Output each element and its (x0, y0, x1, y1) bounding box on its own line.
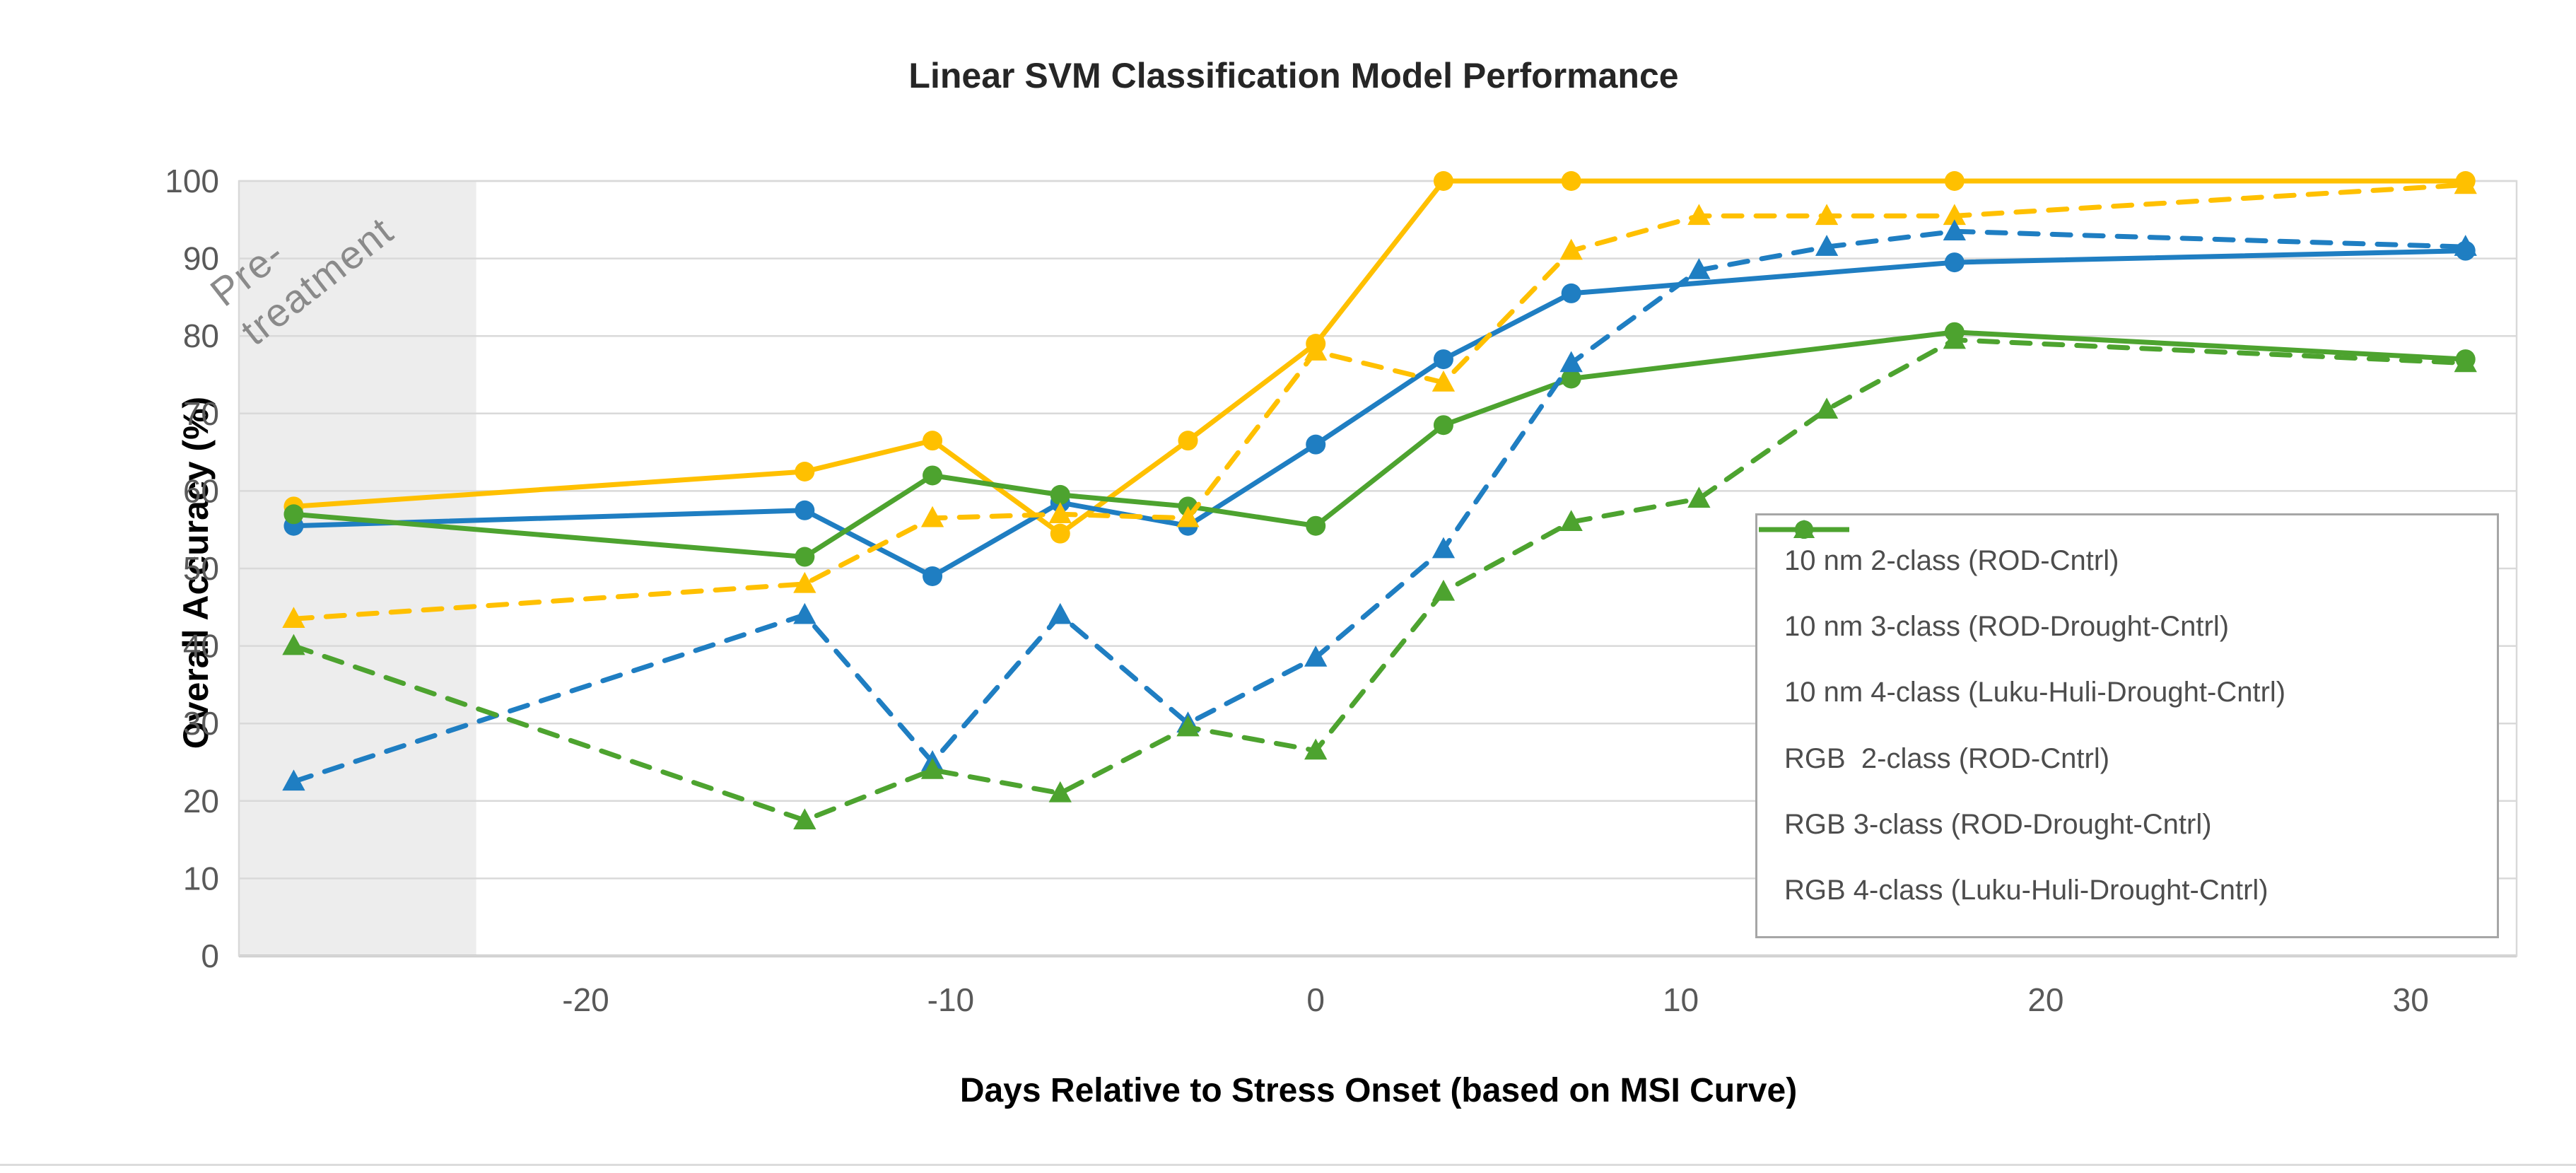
legend-item-6: RGB 4-class (Luku-Huli-Drought-Cntrl) (1760, 520, 2497, 906)
legend-label: 10 nm 4-class (Luku-Huli-Drought-Cntrl) (1784, 677, 2286, 708)
data-point-marker (1815, 204, 1839, 226)
legend-dash-triangle-swatch (1760, 520, 1848, 538)
x-axis-title: Days Relative to Stress Onset (based on … (959, 1072, 1798, 1109)
data-point-marker (1687, 258, 1711, 279)
y-tick-label: 0 (201, 938, 219, 974)
data-point-marker (1176, 506, 1200, 527)
legend: 10 nm 2-class (ROD-Cntrl) 10 nm 3-class (… (1755, 513, 2499, 938)
data-point-marker (1432, 579, 1456, 601)
y-tick-label: 80 (183, 317, 219, 354)
y-tick-label: 70 (183, 395, 219, 432)
data-point-marker (1687, 486, 1711, 508)
data-point-marker (1304, 646, 1328, 667)
data-point-marker (793, 808, 816, 829)
data-point-marker (1815, 397, 1839, 419)
data-point-marker (1048, 781, 1072, 803)
data-point-marker (923, 431, 943, 451)
data-point-marker (1943, 327, 1966, 349)
legend-label: RGB 2-class (ROD-Cntrl) (1784, 742, 2110, 774)
series-line-1 (291, 178, 2469, 537)
data-point-marker (1561, 283, 1581, 303)
data-point-marker (1943, 219, 1966, 240)
data-point-marker (1176, 715, 1200, 737)
y-tick-label: 40 (183, 628, 219, 665)
data-point-marker (1048, 602, 1072, 624)
data-point-marker (1433, 171, 1453, 191)
series-line-2 (291, 248, 2469, 579)
legend-label: RGB 4-class (Luku-Huli-Drought-Cntrl) (1784, 874, 2268, 906)
data-point-marker (793, 571, 816, 593)
data-point-marker (1306, 434, 1326, 455)
data-point-marker (1433, 349, 1453, 370)
series-line-3 (291, 329, 2469, 560)
y-tick-label: 50 (183, 550, 219, 587)
data-point-marker (1943, 204, 1966, 226)
data-point-marker (1433, 415, 1453, 436)
chart-title: Linear SVM Classification Model Performa… (908, 56, 1679, 95)
data-point-marker (1306, 515, 1326, 536)
data-point-marker (1687, 204, 1711, 226)
data-point-marker (795, 500, 815, 520)
legend-label: 10 nm 3-class (ROD-Drought-Cntrl) (1784, 611, 2230, 643)
plot-border (238, 180, 2518, 957)
data-point-marker (1050, 523, 1070, 544)
data-point-marker (795, 462, 815, 482)
data-point-marker (282, 769, 305, 791)
data-point-marker (1048, 502, 1072, 524)
x-tick-label: -10 (927, 981, 974, 1018)
data-point-marker (1944, 252, 1965, 273)
series-line-5 (291, 228, 2469, 784)
data-point-marker (793, 602, 816, 624)
legend-item-1: 10 nm 2-class (ROD-Cntrl) (1759, 520, 2497, 577)
data-point-marker (1178, 431, 1198, 451)
data-point-marker (795, 547, 815, 567)
data-point-marker (2454, 351, 2477, 373)
series-line-6 (291, 337, 2469, 823)
y-tick-label: 10 (183, 860, 219, 897)
data-point-marker (1304, 738, 1328, 760)
series-line-4 (291, 182, 2469, 621)
data-point-marker (1559, 238, 1583, 260)
data-point-marker (2454, 173, 2477, 194)
data-point-marker (1432, 537, 1456, 559)
y-tick-label: 100 (165, 163, 219, 199)
x-tick-label: 20 (2027, 981, 2063, 1018)
data-point-marker (1559, 510, 1583, 531)
data-point-marker (923, 465, 943, 486)
data-point-marker (1815, 235, 1839, 256)
legend-item-2: 10 nm 3-class (ROD-Drought-Cntrl) (1759, 520, 2497, 643)
legend-item-3: 10 nm 4-class (Luku-Huli-Drought-Cntrl) (1759, 520, 2497, 708)
data-point-marker (283, 504, 304, 525)
legend-label: RGB 3-class (ROD-Drought-Cntrl) (1784, 808, 2212, 840)
data-point-marker (920, 757, 944, 779)
data-point-marker (1561, 368, 1581, 389)
y-tick-label: 30 (183, 705, 219, 742)
legend-label: 10 nm 2-class (ROD-Cntrl) (1784, 545, 2119, 577)
data-point-marker (920, 506, 944, 527)
data-point-marker (282, 607, 305, 628)
bottom-divider (0, 1164, 2576, 1166)
data-point-marker (923, 566, 943, 586)
data-point-marker (1304, 339, 1328, 361)
data-point-marker (1559, 351, 1583, 373)
data-point-marker (282, 634, 305, 655)
legend-item-5: RGB 3-class (ROD-Drought-Cntrl) (1760, 520, 2497, 841)
data-point-marker (1561, 171, 1581, 191)
x-tick-label: -20 (562, 981, 609, 1018)
data-point-marker (1050, 484, 1070, 505)
y-tick-label: 20 (183, 783, 219, 819)
x-tick-label: 30 (2393, 981, 2429, 1018)
x-tick-label: 10 (1663, 981, 1699, 1018)
legend-item-4: RGB 2-class (ROD-Cntrl) (1760, 520, 2497, 775)
x-tick-label: 0 (1306, 981, 1325, 1018)
y-tick-label: 90 (183, 240, 219, 277)
data-point-marker (2454, 235, 2477, 256)
y-tick-label: 60 (183, 472, 219, 509)
data-point-marker (1944, 171, 1965, 191)
data-point-marker (1432, 370, 1456, 392)
